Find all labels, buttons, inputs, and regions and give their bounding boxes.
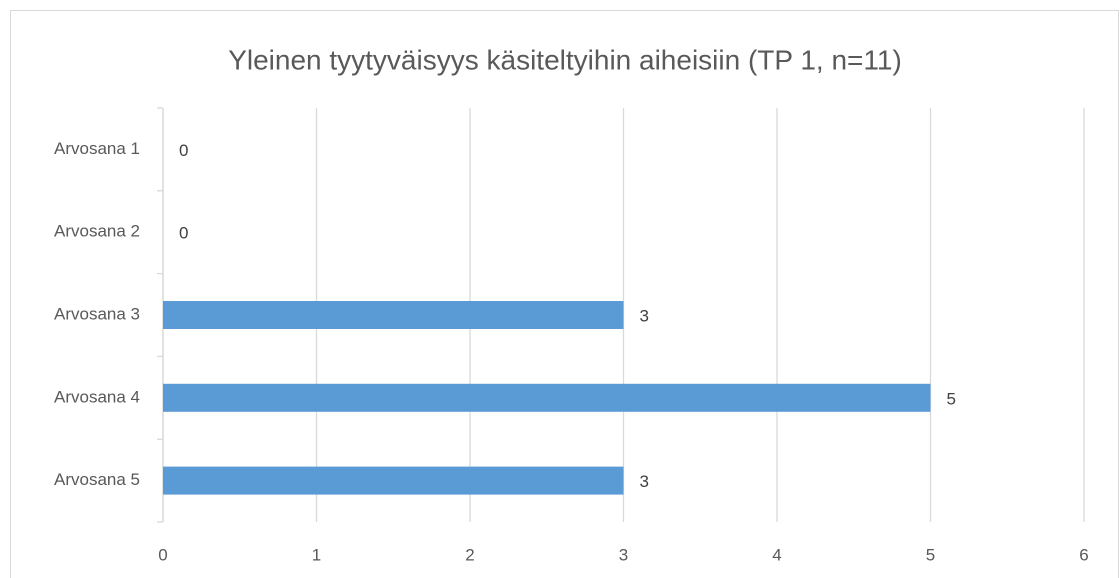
bar xyxy=(163,466,624,495)
x-tick-label: 5 xyxy=(926,545,935,564)
x-tick-label: 2 xyxy=(465,545,474,564)
x-tick-label: 6 xyxy=(1079,545,1088,564)
x-tick-label: 0 xyxy=(158,545,167,564)
chart-title: Yleinen tyytyväisyys käsiteltyihin aihei… xyxy=(228,44,902,75)
y-tick-label: Arvosana 4 xyxy=(54,387,140,406)
x-tick-label: 1 xyxy=(312,545,321,564)
data-label: 3 xyxy=(640,306,649,325)
bar xyxy=(163,383,931,412)
y-tick-label: Arvosana 3 xyxy=(54,304,140,323)
y-tick-label: Arvosana 2 xyxy=(54,222,140,241)
data-label: 0 xyxy=(179,141,188,160)
y-tick-label: Arvosana 5 xyxy=(54,470,140,489)
data-label: 3 xyxy=(640,472,649,491)
data-label: 0 xyxy=(179,224,188,243)
x-tick-label: 3 xyxy=(619,545,628,564)
data-label: 5 xyxy=(947,389,956,408)
bar xyxy=(163,301,624,329)
x-tick-label: 4 xyxy=(772,545,781,564)
y-tick-label: Arvosana 1 xyxy=(54,139,140,158)
